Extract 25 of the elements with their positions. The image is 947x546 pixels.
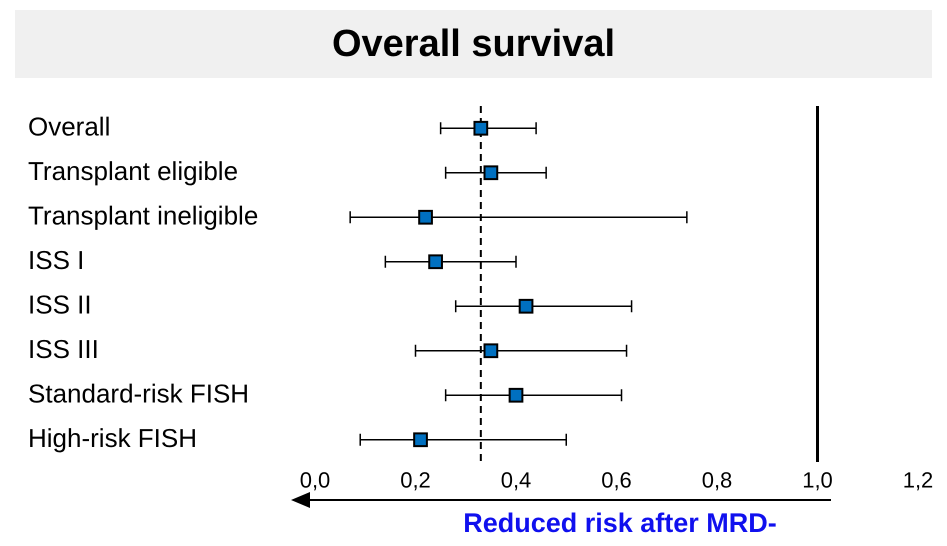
y-tick-label: ISS II (28, 289, 92, 320)
x-tick-label: 0,2 (400, 467, 431, 492)
point (473, 120, 488, 136)
y-tick-label: Transplant eligible (28, 156, 238, 186)
point (413, 432, 428, 448)
y-tick-label: Overall (28, 111, 110, 142)
point (484, 165, 498, 180)
point (518, 298, 534, 314)
x-tick-label: 0,6 (601, 467, 632, 492)
x-tick-label: 1,0 (802, 467, 833, 492)
x-tick-label: 0,0 (300, 467, 330, 492)
chart-title: Overall survival (15, 10, 932, 78)
x-tick-label: 0,4 (500, 467, 532, 492)
x-tick-label: 1,2 (902, 467, 934, 492)
y-tick-label: ISS I (28, 244, 84, 275)
text: Reduced risk after MRD- (462, 508, 778, 539)
point (428, 254, 443, 270)
y-tick-label: Standard-risk FISH (28, 378, 250, 408)
point (418, 210, 433, 225)
point (508, 388, 524, 403)
y-tick-label: Transplant ineligible (28, 200, 258, 230)
y-tick-label: High-risk FISH (28, 422, 198, 453)
y-tick-label: ISS III (28, 334, 99, 364)
x-tick-label: 0,8 (702, 467, 732, 492)
point (484, 343, 498, 358)
